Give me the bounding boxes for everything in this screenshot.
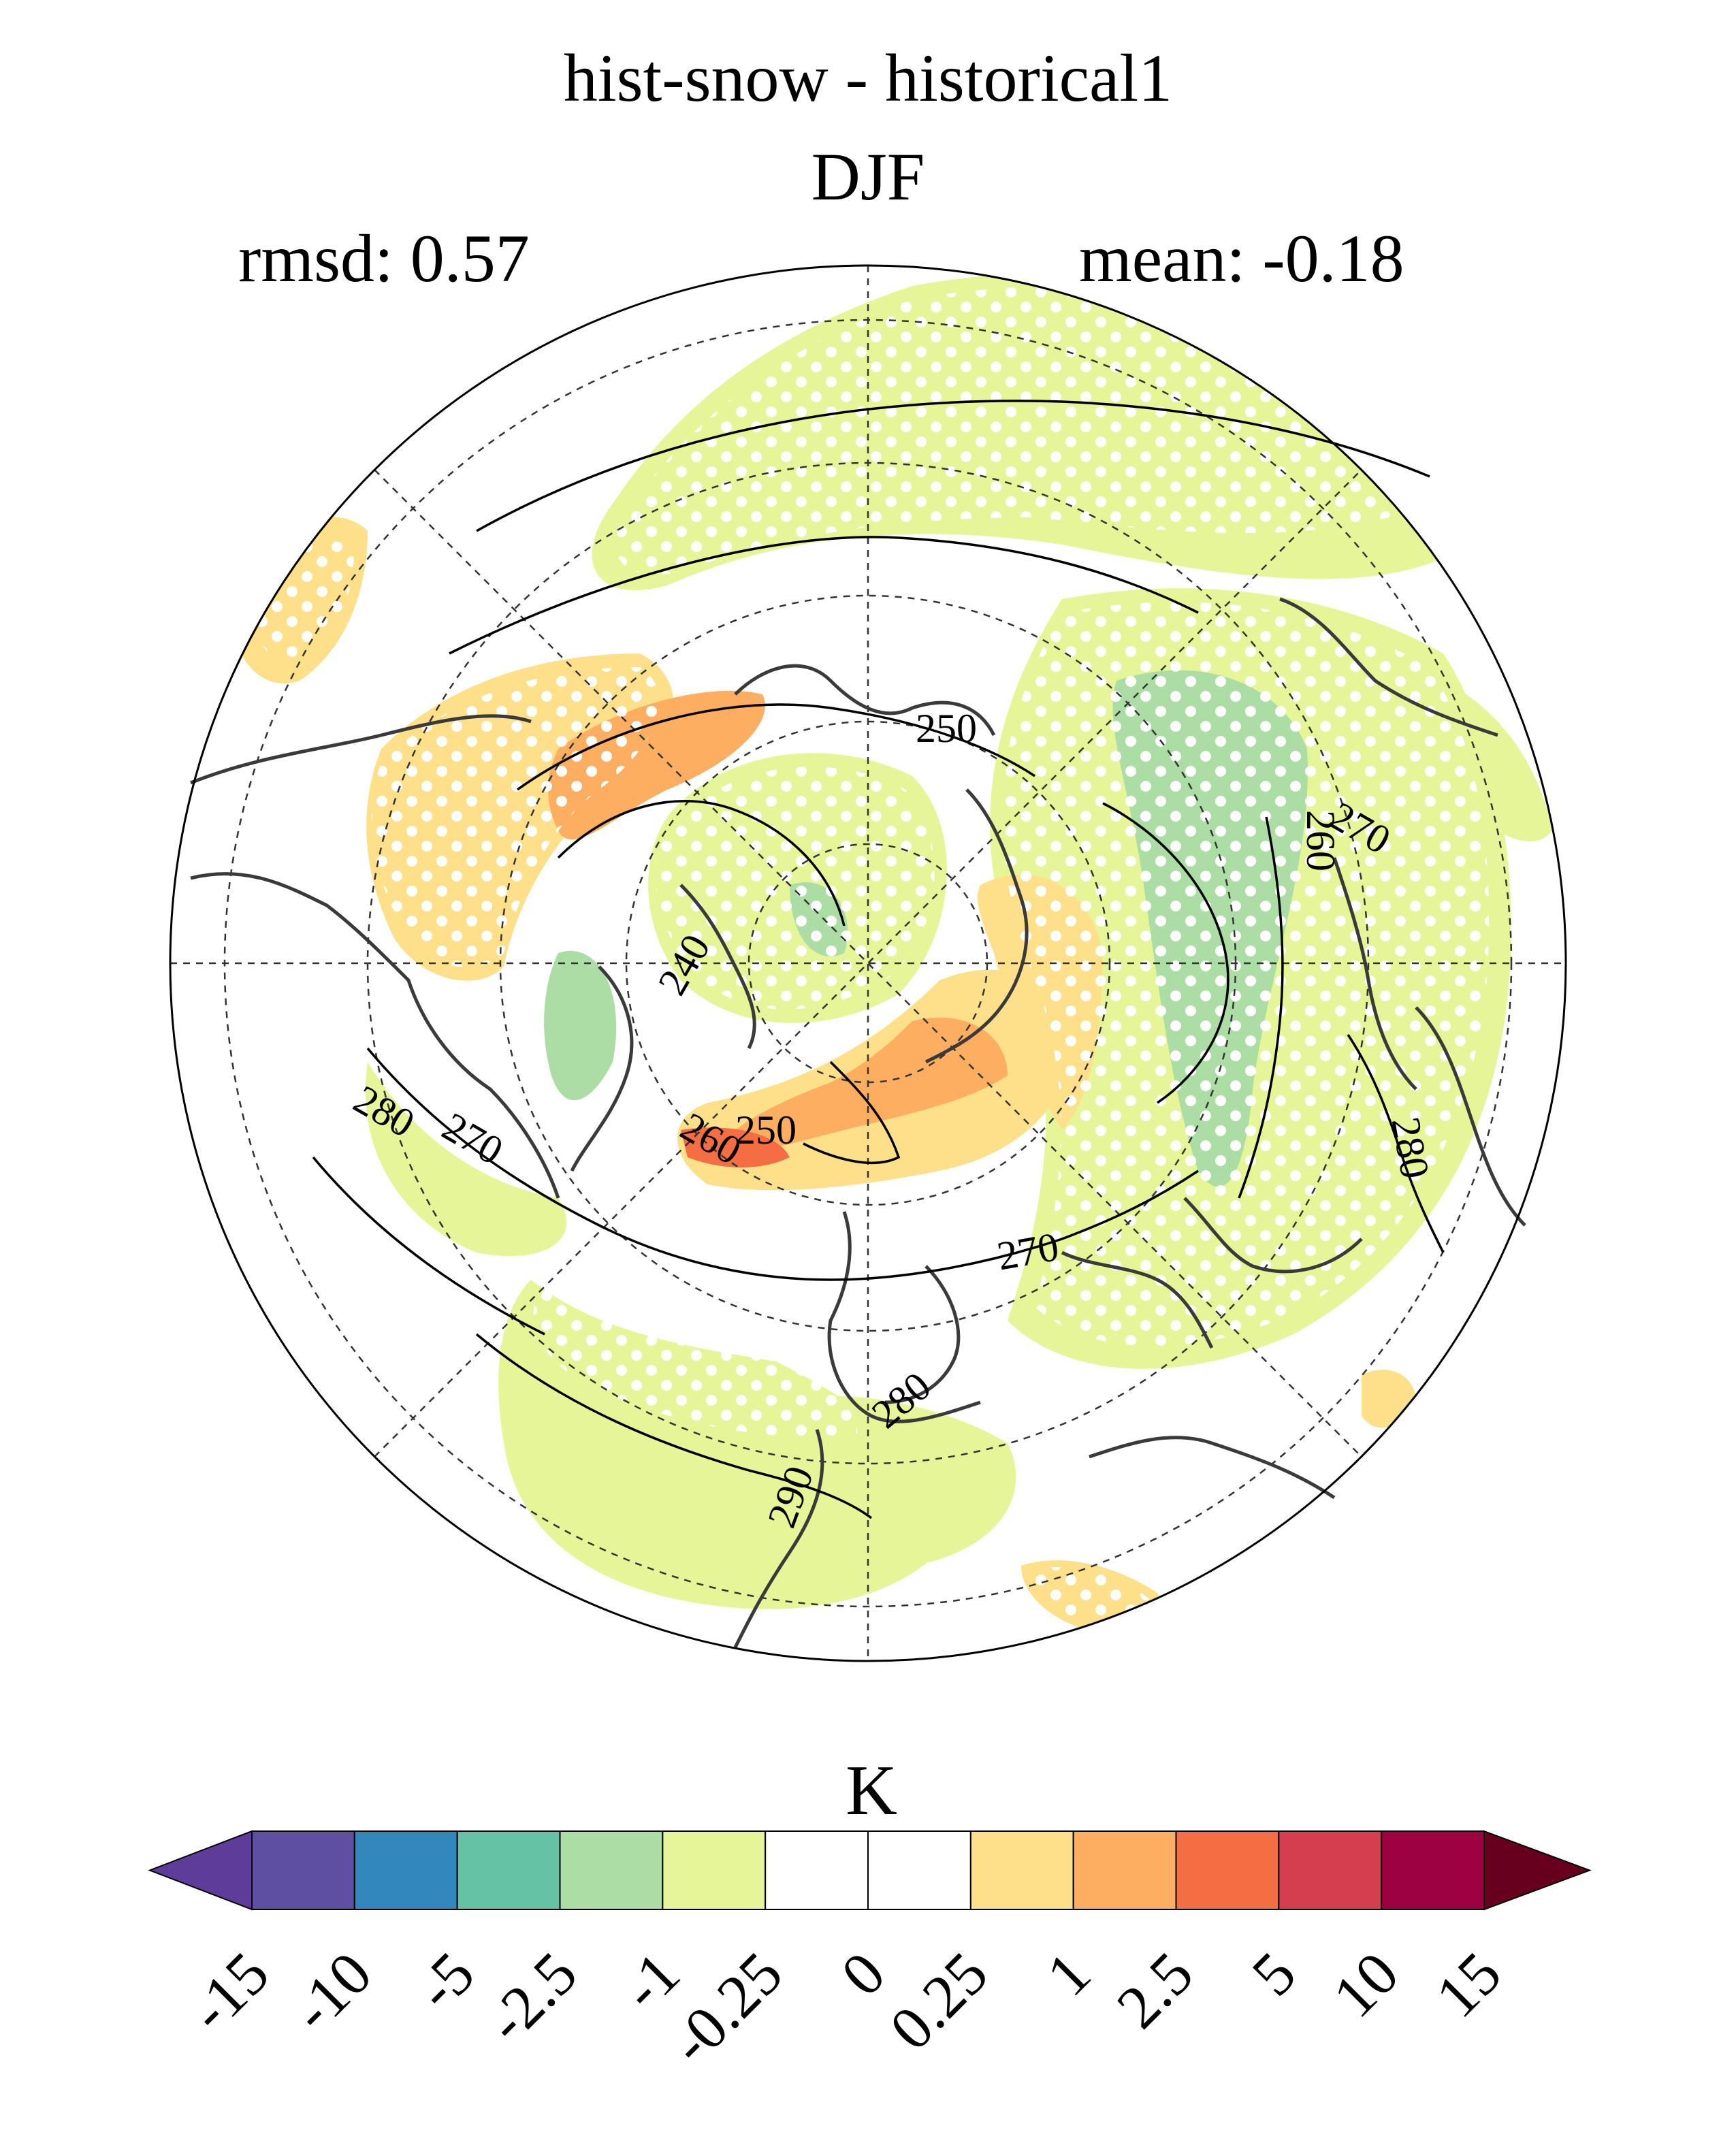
mean-label: mean: -0.18 [1079, 221, 1404, 296]
contour-label: 250 [735, 1108, 797, 1152]
region-far-asia-green [1436, 681, 1552, 842]
season-label: DJF [811, 139, 925, 214]
colorbar-tick-label: -15 [176, 1939, 282, 2045]
region-greenland-red [681, 1127, 790, 1167]
graticule [170, 265, 1566, 1661]
colorbar-box [1072, 1830, 1177, 1910]
colorbar-tick-label: 5 [1240, 1939, 1309, 2009]
colorbar-box [559, 1830, 664, 1910]
colorbar-tick-label: -10 [279, 1939, 385, 2045]
colorbar-tick-label: -5 [404, 1939, 487, 2023]
colorbar-box [969, 1830, 1074, 1910]
colorbar-box [1381, 1830, 1485, 1910]
region-canada-mid-green [544, 950, 617, 1101]
colorbar-box [765, 1830, 869, 1910]
contour-label: 270 [994, 1224, 1062, 1279]
contour-label: 260 [1298, 810, 1343, 871]
units-label: K [846, 1750, 897, 1830]
colorbar-tick-label: 1 [1034, 1939, 1104, 2009]
coastlines [190, 597, 1526, 1649]
colorbar-tick-label: -2.5 [474, 1939, 590, 2056]
colorbar-tick-label: 2.5 [1104, 1939, 1206, 2042]
region-pacific-na-green [365, 1062, 567, 1257]
colorbar-box [251, 1830, 355, 1910]
colorbar-tick-label: 0 [829, 1939, 898, 2009]
colorbar-box [353, 1830, 458, 1910]
colorbar-box [867, 1830, 971, 1910]
polar-map: 250 260 270 240 280 270 260 250 270 280 … [169, 264, 1567, 1662]
colorbar-over-triangle [1483, 1830, 1592, 1911]
contour-label: 280 [1383, 1114, 1438, 1182]
contour-label: 250 [916, 706, 977, 751]
figure-title: hist-snow - historical1 [563, 40, 1173, 116]
colorbar-box [662, 1830, 767, 1910]
rmsd-label: rmsd: 0.57 [238, 221, 530, 296]
colorbar-under-triangle [148, 1830, 253, 1911]
colorbar-tick-label: -0.25 [658, 1939, 796, 2078]
colorbar-box [456, 1830, 561, 1910]
colorbar-box [1278, 1830, 1383, 1910]
region-europe-orange [722, 1017, 1008, 1152]
region-africa-green [722, 1395, 1016, 1566]
colorbar-tick-label: 10 [1321, 1939, 1412, 2031]
colorbar-tick-label: 15 [1423, 1939, 1514, 2031]
colorbar-box [1175, 1830, 1280, 1910]
stippling [252, 285, 1490, 1617]
colorbar-tick-label: 0.25 [878, 1939, 1001, 2063]
contours [312, 400, 1445, 1519]
colorbar-tick-label: -1 [609, 1939, 692, 2023]
map-boundary [169, 264, 1567, 1662]
